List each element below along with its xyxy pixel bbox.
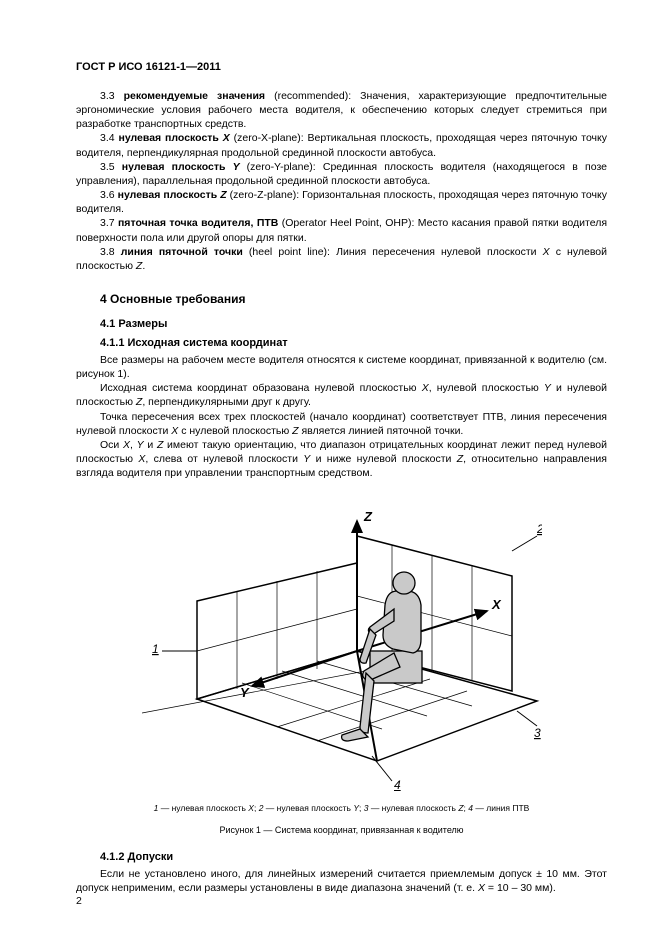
sec4-p3-mid: с нулевой плоскостью xyxy=(178,425,292,437)
standard-header: ГОСТ Р ИСО 16121-1—2011 xyxy=(76,60,607,75)
def-3-7-num: 3.7 xyxy=(76,217,115,229)
def-3-6-term: нулевая плоскость xyxy=(115,189,221,201)
def-3-6: 3.6 нулевая плоскость Z (zero-Z-plane): … xyxy=(76,188,607,216)
def-3-5-num: 3.5 xyxy=(76,161,115,173)
def-3-8-en: (heel point line): xyxy=(249,246,336,258)
sec4-p4-c2: и xyxy=(144,439,157,451)
section-4-1-1-title: 4.1.1 Исходная система координат xyxy=(100,336,607,351)
section-4-1-title: 4.1 Размеры xyxy=(100,317,607,332)
def-3-6-en: (zero-Z-plane): xyxy=(230,189,302,201)
def-3-8-term: линия пяточной точки xyxy=(115,246,249,258)
sec4-p4-m2: , слева от нулевой плоскости xyxy=(145,453,303,465)
def-3-8-num: 3.8 xyxy=(76,246,115,258)
def-3-4-x: X xyxy=(223,132,234,144)
def-3-8-x: X xyxy=(543,246,550,258)
page-number: 2 xyxy=(76,894,82,908)
def-3-5: 3.5 нулевая плоскость Y (zero-Y-plane): … xyxy=(76,160,607,188)
sec4-p5-x: X xyxy=(478,882,485,894)
coordinate-system-diagram: Z X Y 1 2 3 4 xyxy=(142,491,542,791)
def-3-6-num: 3.6 xyxy=(76,189,115,201)
legend-2t: — нулевая плоскость xyxy=(263,803,353,813)
axis-z-label: Z xyxy=(363,509,373,524)
axis-x-label: X xyxy=(491,597,502,612)
sec4-p2-x: X xyxy=(422,382,429,394)
def-3-4-en: (zero-X-plane): xyxy=(234,132,308,144)
section-4-title: 4 Основные требования xyxy=(100,291,607,307)
def-3-5-y: Y xyxy=(233,161,247,173)
def-3-7: 3.7 пяточная точка водителя, ПТВ (Operat… xyxy=(76,216,607,244)
sec4-p4: Оси X, Y и Z имеют такую ориентацию, что… xyxy=(76,438,607,481)
sec4-p5-end: = 10 – 30 мм). xyxy=(485,882,556,894)
def-3-3-num: 3.3 xyxy=(76,90,115,102)
def-3-5-term: нулевая плоскость xyxy=(115,161,233,173)
def-3-4-num: 3.4 xyxy=(76,132,115,144)
def-3-8-pre: Линия пересечения нулевой плоскости xyxy=(336,246,543,258)
axis-y-label: Y xyxy=(240,685,250,700)
figure-1-legend: 1 — нулевая плоскость X; 2 — нулевая пло… xyxy=(76,803,607,814)
sec4-p2-m1: , нулевой плоскостью xyxy=(429,382,544,394)
sec4-p2-y: Y xyxy=(544,382,551,394)
figure-1: Z X Y 1 2 3 4 xyxy=(76,491,607,795)
sec4-p3: Точка пересечения всех трех плоскостей (… xyxy=(76,410,607,438)
sec4-p4-x: X xyxy=(123,439,130,451)
callout-4: 4 xyxy=(394,778,401,791)
sec4-p1: Все размеры на рабочем месте водителя от… xyxy=(76,353,607,381)
callout-2: 2 xyxy=(536,522,542,536)
legend-3t: — нулевая плоскость xyxy=(368,803,458,813)
def-3-8: 3.8 линия пяточной точки (heel point lin… xyxy=(76,245,607,273)
def-3-7-en: (Operator Heel Point, OHP): xyxy=(282,217,418,229)
def-3-7-term: пяточная точка водителя, ПТВ xyxy=(115,217,282,229)
def-3-4: 3.4 нулевая плоскость X (zero-X-plane): … xyxy=(76,131,607,159)
def-3-3-term: рекомендуемые значения xyxy=(115,90,274,102)
def-3-6-z: Z xyxy=(220,189,229,201)
callout-3: 3 xyxy=(534,726,541,740)
sec4-p3-end: является линией пяточной точки. xyxy=(299,425,464,437)
def-3-3: 3.3 рекомендуемые значения (recommended)… xyxy=(76,89,607,132)
def-3-5-en: (zero-Y-plane): xyxy=(247,161,323,173)
def-3-3-en: (recommended): xyxy=(274,90,360,102)
sec4-p2-pre: Исходная система координат образована ну… xyxy=(100,382,422,394)
section-4-1-2-title: 4.1.2 Допуски xyxy=(100,850,607,865)
def-3-8-end: . xyxy=(142,260,145,272)
sec4-p4-y: Y xyxy=(137,439,144,451)
sec4-p2: Исходная система координат образована ну… xyxy=(76,381,607,409)
sec4-p4-m3: и ниже нулевой плоскости xyxy=(310,453,456,465)
sec4-p5: Если не установлено иного, для линейных … xyxy=(76,867,607,895)
figure-1-caption: Рисунок 1 — Система координат, привязанн… xyxy=(76,824,607,836)
sec4-p2-end: , перпендикулярными друг к другу. xyxy=(142,396,311,408)
callout-1: 1 xyxy=(152,642,159,656)
def-3-4-term: нулевая плоскость xyxy=(115,132,223,144)
legend-4t: — линия ПТВ xyxy=(473,803,529,813)
legend-1t: — нулевая плоскость xyxy=(158,803,248,813)
sec4-p4-c1: , xyxy=(130,439,137,451)
sec4-p4-pre: Оси xyxy=(100,439,123,451)
